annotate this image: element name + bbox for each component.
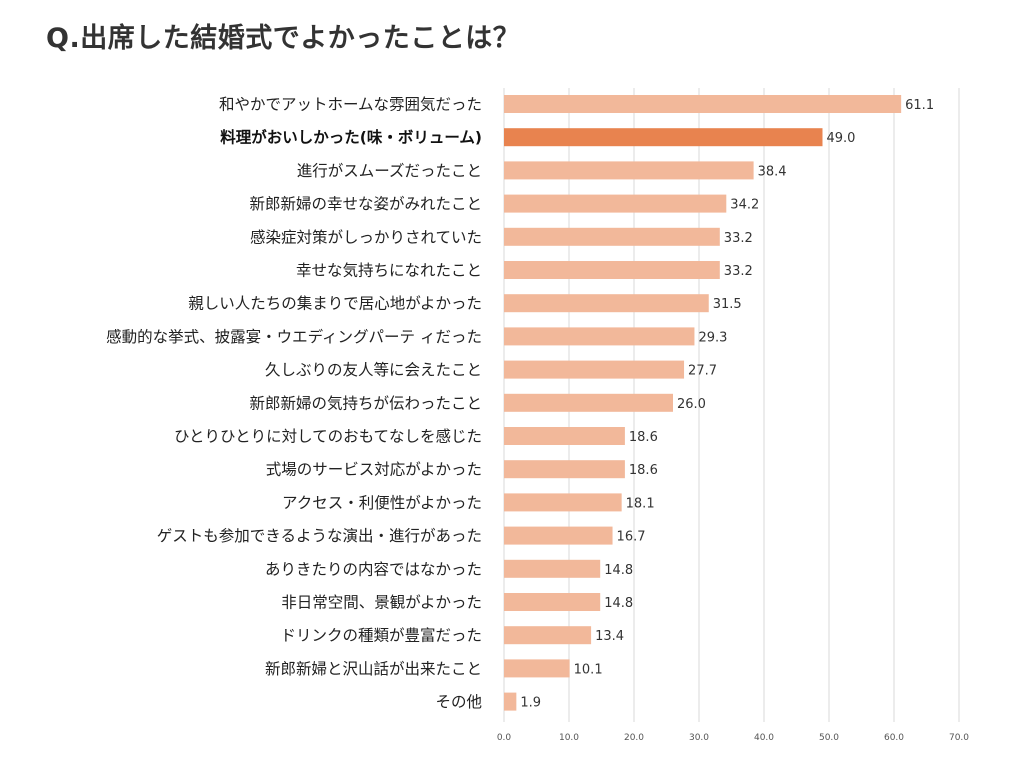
category-label: 新郎新婦の気持ちが伝わったこと	[249, 394, 482, 412]
category-label: ありきたりの内容ではなかった	[265, 560, 482, 578]
category-label: 式場のサービス対応がよかった	[266, 461, 482, 479]
category-label: 非日常空間、景観がよかった	[281, 594, 482, 612]
bar	[504, 626, 592, 645]
bar	[504, 526, 613, 545]
x-tick-label: 0.0	[497, 733, 512, 743]
bar	[504, 460, 625, 479]
category-label: 新郎新婦と沢山話が出来たこと	[265, 660, 482, 678]
category-label: 久しぶりの友人等に会えたこと	[265, 361, 482, 379]
value-label: 38.4	[758, 164, 787, 179]
bar	[504, 227, 720, 246]
bar	[504, 95, 902, 113]
bar	[504, 261, 720, 279]
value-label: 29.3	[698, 330, 727, 345]
category-label: 進行がスムーズだったこと	[297, 162, 482, 180]
value-label: 1.9	[520, 696, 541, 711]
bars	[504, 95, 902, 711]
bar	[504, 161, 754, 180]
x-tick-label: 60.0	[884, 733, 904, 743]
x-axis-ticks: 0.0 10.0 20.0 30.0 40.0 50.0 60.0 70.0	[497, 733, 969, 743]
value-label: 18.6	[629, 430, 658, 445]
category-label: アクセス・利便性がよかった	[282, 494, 482, 512]
value-label: 61.1	[905, 98, 934, 113]
category-label: 幸せな気持ちになれたこと	[296, 262, 482, 280]
value-label: 26.0	[677, 397, 706, 412]
x-tick-label: 10.0	[559, 733, 579, 743]
bar	[504, 327, 695, 346]
bar	[504, 427, 625, 445]
category-label: 和やかでアットホームな雰囲気だった	[219, 96, 482, 114]
x-tick-label: 30.0	[689, 733, 709, 743]
page-title: Q.出席した結婚式でよかったことは？	[46, 23, 521, 54]
bar	[504, 294, 709, 313]
category-label: ゲストも参加できるような演出・進行があった	[157, 527, 482, 545]
value-label: 33.2	[724, 231, 753, 246]
category-label: その他	[435, 693, 482, 711]
value-label: 27.7	[688, 364, 717, 379]
value-label: 16.7	[617, 530, 646, 545]
category-label: 新郎新婦の幸せな姿がみれたこと	[249, 195, 482, 213]
bar	[504, 692, 517, 711]
category-label: 親しい人たちの集まりで居心地がよかった	[188, 295, 482, 313]
category-label: ひとりひとりに対してのおもてなしを感じた	[174, 428, 482, 446]
value-label: 14.8	[604, 563, 633, 578]
value-label: 10.1	[574, 662, 603, 677]
value-label: 18.6	[629, 463, 658, 478]
value-label: 18.1	[626, 496, 655, 511]
value-labels: 61.1 49.0 38.4 34.2 33.2 33.2 31.5 29.3 27.7 26.0…	[520, 98, 934, 711]
bar	[504, 360, 685, 379]
x-tick-label: 50.0	[819, 733, 839, 743]
category-label: ドリンクの種類が豊富だった	[280, 627, 482, 645]
bar	[504, 194, 727, 213]
bar	[504, 593, 601, 611]
value-label: 49.0	[827, 131, 856, 146]
value-label: 14.8	[604, 596, 633, 611]
category-label: 感染症対策がしっかりされていた	[250, 228, 482, 246]
value-label: 34.2	[730, 198, 759, 213]
bar	[504, 559, 601, 578]
category-label: 感動的な挙式、披露宴・ウエディングパーテ ィだった	[106, 327, 482, 346]
bar	[504, 493, 622, 512]
bar	[504, 393, 673, 412]
value-label: 13.4	[595, 629, 624, 644]
bar	[504, 659, 570, 678]
bar	[504, 128, 823, 147]
x-tick-label: 40.0	[754, 733, 774, 743]
category-label: 料理がおいしかった(味・ボリューム)	[220, 128, 482, 147]
value-label: 31.5	[713, 297, 742, 312]
x-tick-label: 20.0	[624, 733, 644, 743]
value-label: 33.2	[724, 264, 753, 279]
x-tick-label: 70.0	[949, 733, 969, 743]
